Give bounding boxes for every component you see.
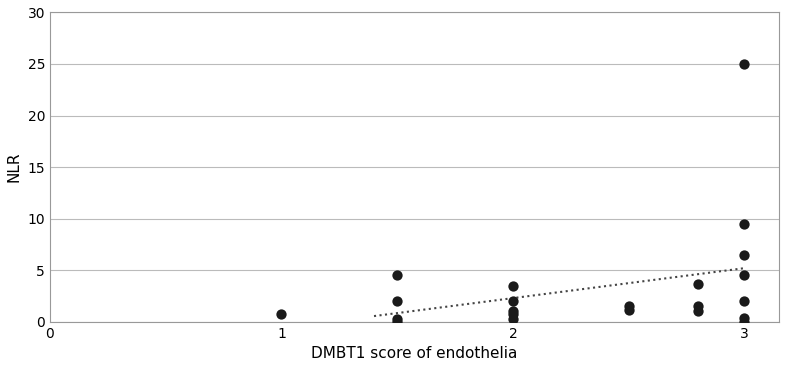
Point bbox=[738, 221, 751, 227]
Point bbox=[738, 252, 751, 258]
Y-axis label: NLR: NLR bbox=[7, 152, 22, 182]
Point bbox=[507, 311, 520, 317]
Point bbox=[692, 308, 704, 314]
Point bbox=[623, 307, 635, 313]
Point bbox=[738, 61, 751, 67]
Point bbox=[507, 308, 520, 314]
Point bbox=[391, 298, 403, 304]
Point bbox=[738, 298, 751, 304]
Point bbox=[738, 315, 751, 321]
X-axis label: DMBT1 score of endothelia: DMBT1 score of endothelia bbox=[311, 346, 518, 361]
Point bbox=[738, 272, 751, 278]
Point bbox=[391, 319, 403, 325]
Point bbox=[507, 298, 520, 304]
Point bbox=[738, 319, 751, 325]
Point bbox=[507, 316, 520, 322]
Point bbox=[692, 303, 704, 309]
Point bbox=[275, 311, 288, 317]
Point bbox=[507, 283, 520, 289]
Point bbox=[623, 303, 635, 309]
Point bbox=[692, 280, 704, 286]
Point bbox=[391, 272, 403, 278]
Point bbox=[391, 316, 403, 322]
